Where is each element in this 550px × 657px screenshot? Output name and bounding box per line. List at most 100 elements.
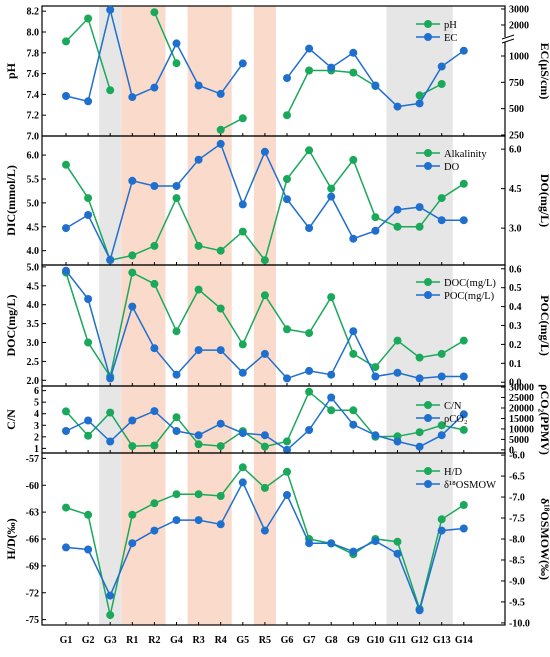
data-point <box>283 467 291 476</box>
x-tick-label: G2 <box>82 635 95 646</box>
right-tick-label: 0.0 <box>509 378 522 389</box>
data-point <box>459 501 468 509</box>
data-point <box>305 539 314 548</box>
data-point <box>128 302 137 311</box>
left-tick-label: 6 <box>34 386 39 397</box>
data-point <box>437 421 446 430</box>
data-point <box>371 213 380 222</box>
axis-break-gap <box>502 37 516 42</box>
x-tick-label: G9 <box>347 635 360 646</box>
legend-marker <box>424 20 432 28</box>
data-point <box>194 241 203 250</box>
data-point <box>415 353 424 362</box>
data-point <box>415 374 424 383</box>
series-line-ph <box>419 83 443 97</box>
left-tick-label: 4.5 <box>27 222 40 233</box>
left-tick-label: -63 <box>26 508 39 519</box>
left-tick-label: 4 <box>34 409 39 420</box>
left-tick-label: 5 <box>34 398 39 409</box>
left-tick-label: -57 <box>26 454 39 465</box>
data-point <box>194 490 203 499</box>
data-point <box>260 483 269 492</box>
data-point <box>238 227 247 236</box>
data-point <box>238 114 247 123</box>
right-tick-label: -9.5 <box>509 597 525 608</box>
left-tick-label: 4.0 <box>27 300 40 311</box>
right-tick-label: 0.2 <box>509 340 522 351</box>
right-tick-label: 30000 <box>509 383 534 394</box>
right-tick-label: -9.0 <box>509 576 525 587</box>
left-tick-label: 7.2 <box>27 111 40 122</box>
data-point <box>371 226 380 235</box>
data-point <box>349 68 358 77</box>
data-point <box>305 146 314 155</box>
data-point <box>459 216 468 225</box>
x-tick-label: G5 <box>236 635 249 646</box>
left-tick-label: 7.8 <box>27 48 40 59</box>
data-point <box>106 5 115 14</box>
series-line-ph <box>286 69 376 116</box>
data-point <box>150 441 159 450</box>
x-tick-label: R3 <box>192 635 204 646</box>
right-tick-label: 3000 <box>509 5 529 16</box>
right-axis-label: ρCO₂(PPMV) <box>538 384 550 455</box>
data-point <box>349 406 358 415</box>
data-point <box>393 102 402 111</box>
data-point <box>216 139 225 148</box>
axis-break-mark <box>501 38 515 44</box>
left-tick-label: 2 <box>34 432 39 443</box>
data-point <box>106 374 115 383</box>
right-tick-label: 10000 <box>509 424 534 435</box>
right-tick-label: 4.5 <box>509 184 522 195</box>
data-point <box>415 428 424 437</box>
data-point <box>150 526 159 535</box>
x-tick-label: G4 <box>170 635 183 646</box>
x-tick-label: R1 <box>126 635 138 646</box>
right-tick-label: 250 <box>509 131 524 142</box>
right-tick-label: 5000 <box>509 435 529 446</box>
data-point <box>393 368 402 377</box>
data-point <box>437 372 446 381</box>
data-point <box>260 256 269 265</box>
right-tick-label: 750 <box>509 78 524 89</box>
data-point <box>283 175 291 183</box>
data-point <box>327 406 336 415</box>
data-point <box>327 393 336 402</box>
legend-label: δ¹⁸OSMOW <box>444 480 496 491</box>
left-tick-label: 5.5 <box>27 175 40 186</box>
shading-band-orange <box>121 6 166 625</box>
left-tick-label: 3 <box>34 421 39 432</box>
data-point <box>283 437 291 446</box>
data-point <box>327 293 336 302</box>
data-point <box>283 445 291 454</box>
data-point <box>238 340 247 349</box>
data-point <box>437 216 446 225</box>
x-tick-label: R2 <box>148 635 160 646</box>
left-axis-label: C/N <box>4 409 18 430</box>
right-tick-label: 20000 <box>509 403 534 414</box>
right-tick-label: 0.5 <box>509 283 522 294</box>
right-tick-label: 2000 <box>509 21 529 32</box>
data-point <box>84 194 93 203</box>
data-point <box>327 370 336 379</box>
legend-marker <box>424 291 432 299</box>
data-point <box>62 224 70 233</box>
data-point <box>305 387 314 396</box>
data-point <box>84 211 93 219</box>
data-point <box>62 37 70 46</box>
legend-marker <box>424 401 432 409</box>
data-point <box>150 83 159 92</box>
left-tick-label: -66 <box>26 535 39 546</box>
data-point <box>260 526 269 535</box>
data-point <box>459 46 468 55</box>
left-axis-label: DOC(mg/L) <box>4 295 18 357</box>
data-point <box>415 442 424 451</box>
data-point <box>415 99 424 108</box>
legend-marker <box>424 480 432 488</box>
data-point <box>106 611 115 620</box>
data-point <box>415 606 424 615</box>
legend-marker <box>424 414 432 422</box>
right-tick-label: -6.0 <box>509 451 525 462</box>
right-tick-label: 6.0 <box>509 145 522 156</box>
